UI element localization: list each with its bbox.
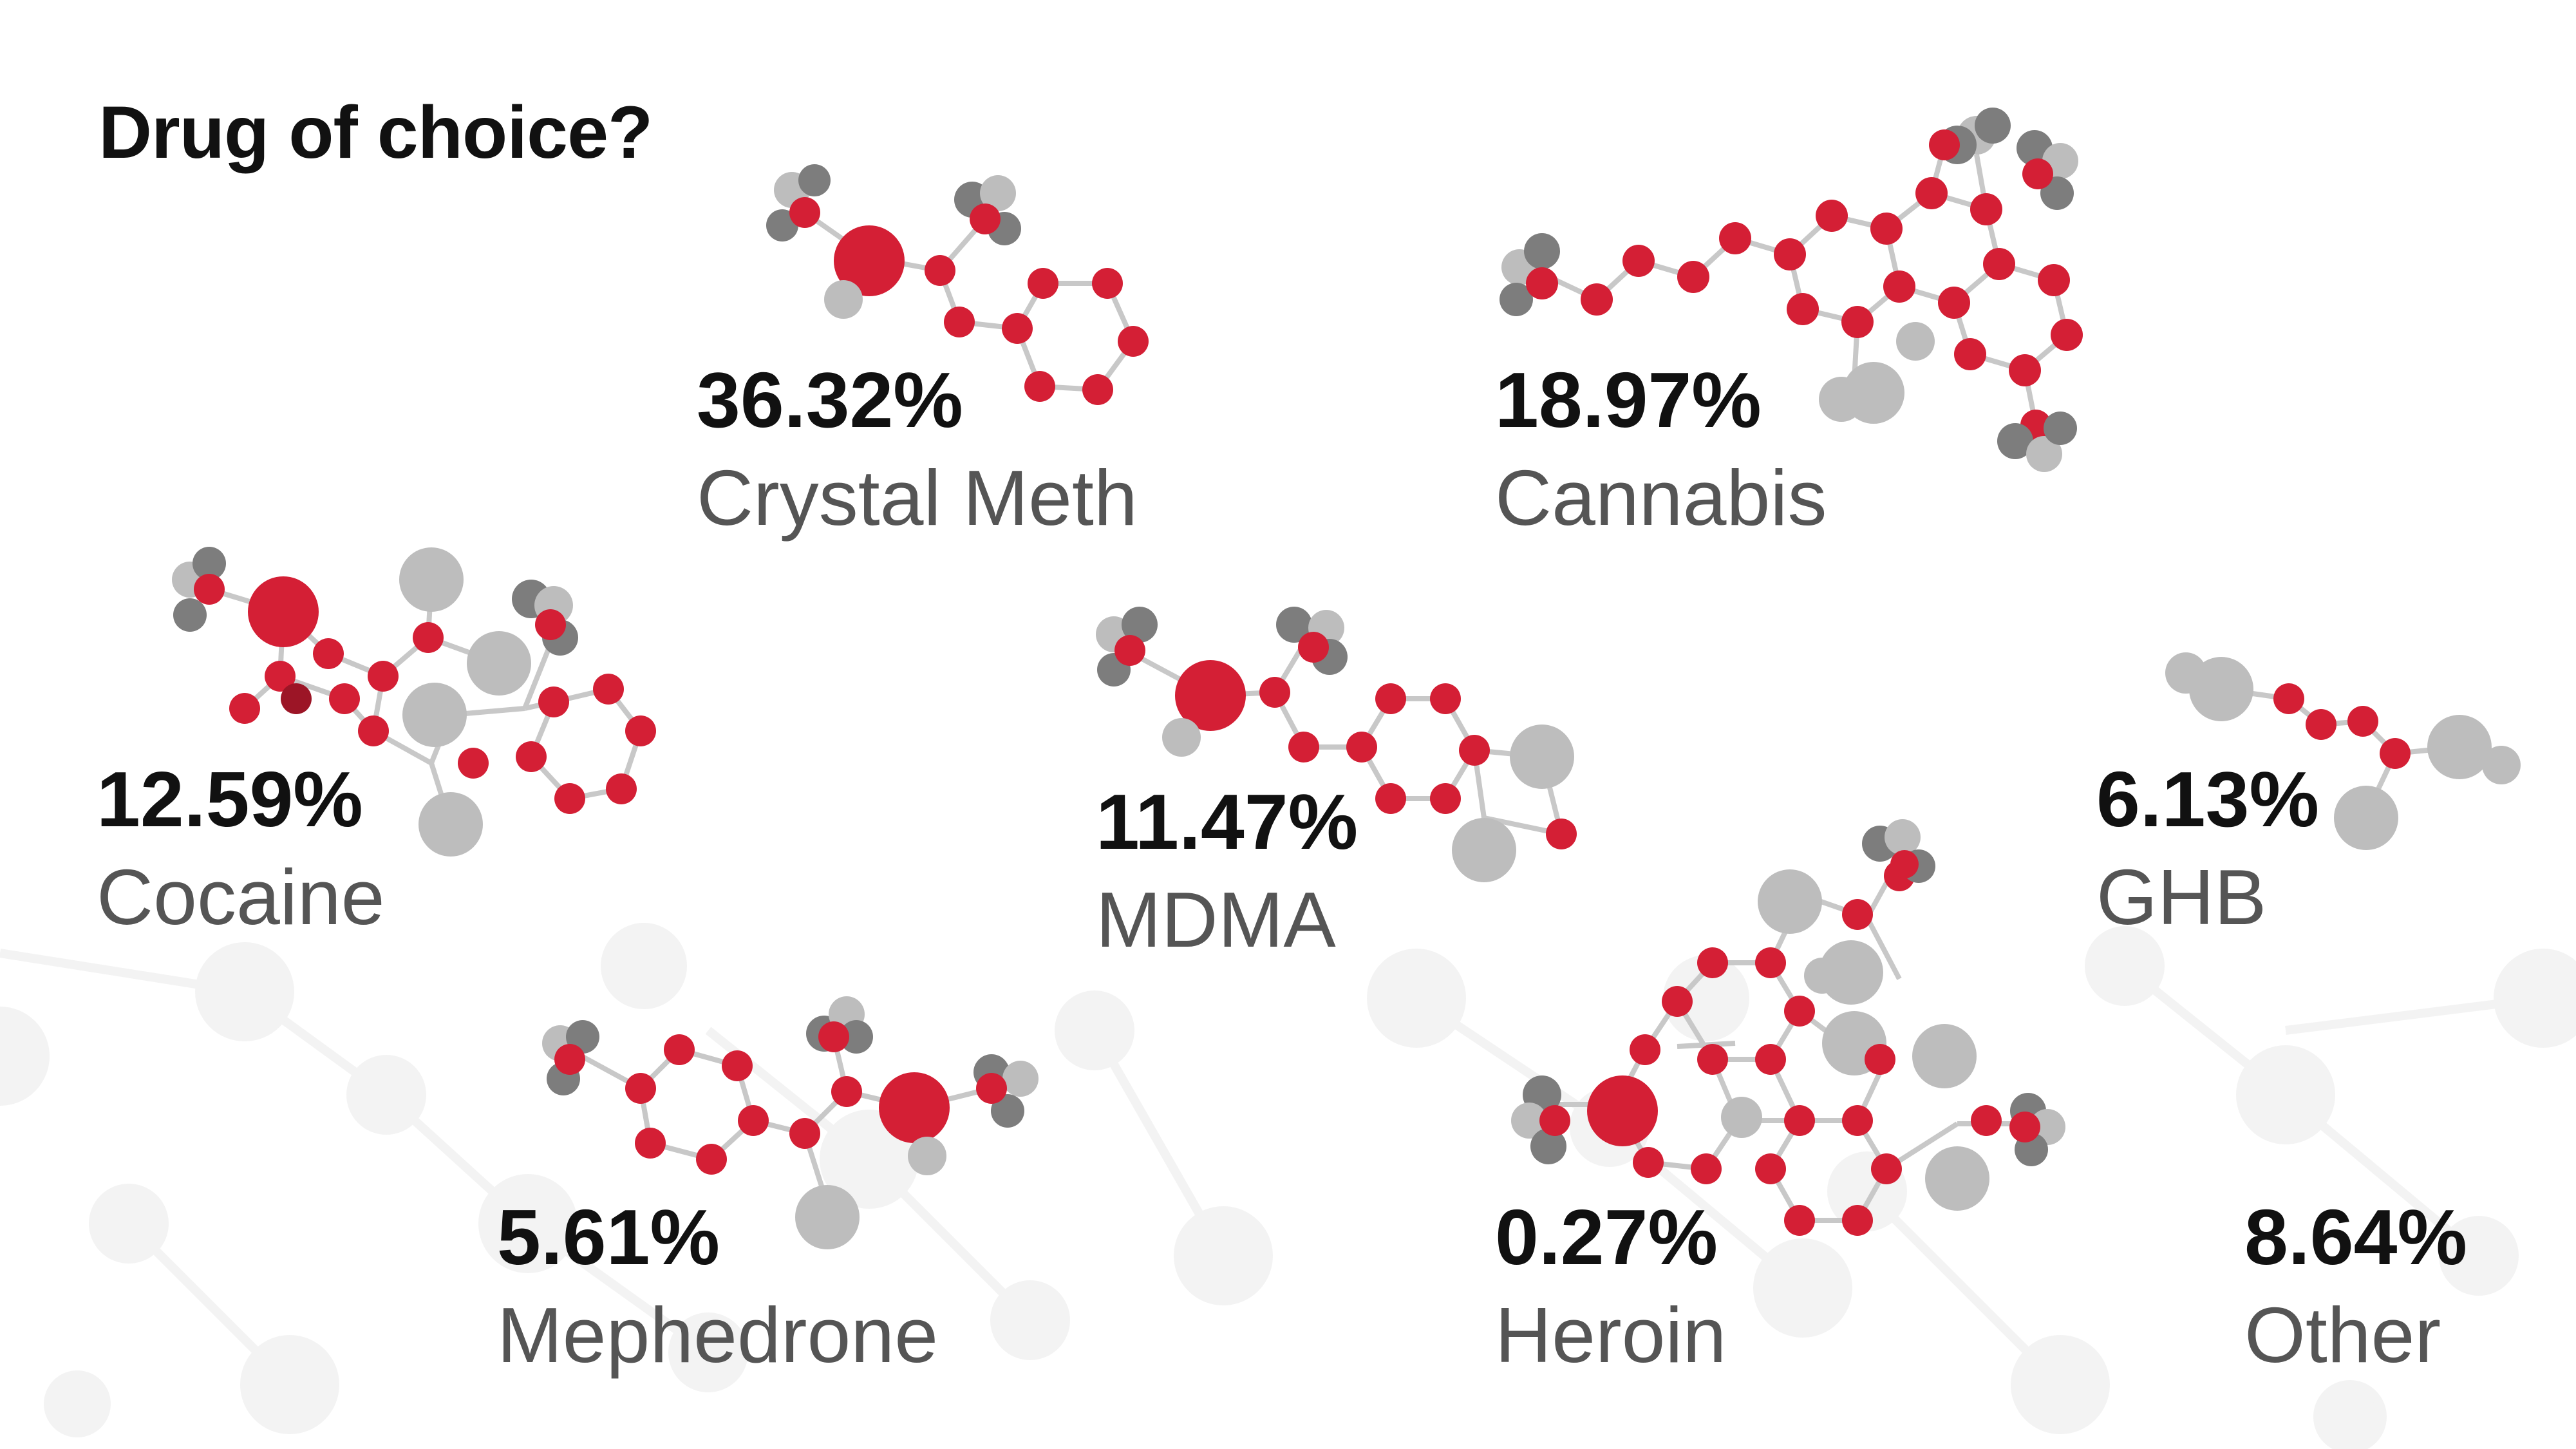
category-label: GHB	[2096, 853, 2267, 941]
chart-title: Drug of choice?	[99, 91, 653, 174]
value-label: 18.97%	[1495, 356, 1762, 444]
category-label: MDMA	[1096, 876, 1336, 963]
heroin-molecule-icon	[1511, 819, 2065, 1236]
cannabis-molecule-icon	[1500, 108, 2083, 472]
value-label: 12.59%	[97, 755, 363, 843]
crystal-meth-molecule-icon	[766, 164, 1149, 405]
stat-heroin: 0.27% Heroin	[1495, 1198, 1726, 1374]
value-label: 5.61%	[497, 1193, 720, 1281]
value-label: 36.32%	[697, 356, 963, 444]
category-label: Other	[2244, 1291, 2441, 1379]
cocaine-molecule-icon	[172, 547, 656, 857]
value-label: 8.64%	[2244, 1193, 2467, 1281]
category-label: Heroin	[1495, 1291, 1727, 1379]
value-label: 0.27%	[1495, 1193, 1718, 1281]
stat-ghb: 6.13% GHB	[2096, 760, 2319, 936]
stat-cocaine: 12.59% Cocaine	[97, 760, 385, 936]
stat-mdma: 11.47% MDMA	[1096, 782, 1358, 959]
stat-crystal-meth: 36.32% Crystal Meth	[697, 361, 1138, 537]
stat-mephedrone: 5.61% Mephedrone	[497, 1198, 938, 1374]
value-label: 6.13%	[2096, 755, 2319, 843]
category-label: Cocaine	[97, 853, 385, 941]
value-label: 11.47%	[1096, 778, 1359, 866]
ghb-molecule-icon	[2165, 652, 2521, 850]
category-label: Mephedrone	[497, 1291, 939, 1379]
mdma-molecule-icon	[1096, 607, 1577, 882]
mephedrone-molecule-icon	[542, 996, 1039, 1249]
stat-cannabis: 18.97% Cannabis	[1495, 361, 1827, 537]
category-label: Crystal Meth	[697, 454, 1138, 542]
stat-other: 8.64% Other	[2244, 1198, 2467, 1374]
category-label: Cannabis	[1495, 454, 1827, 542]
